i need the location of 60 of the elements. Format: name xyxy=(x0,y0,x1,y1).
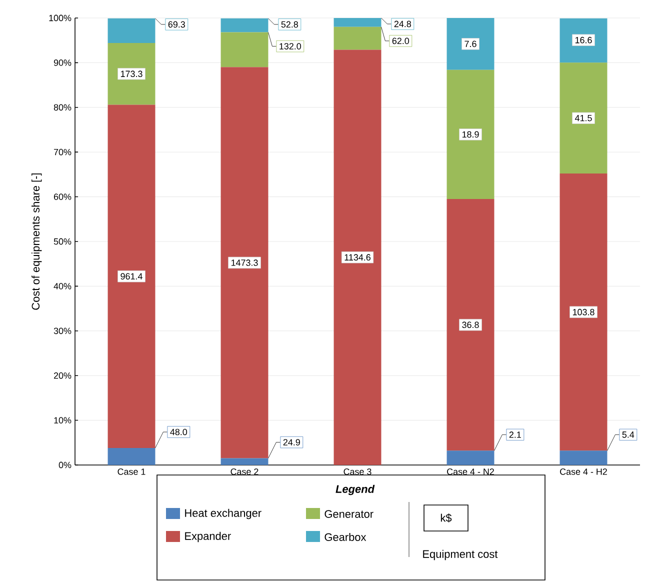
annotation: 24.9 xyxy=(283,439,300,446)
annotation: 36.8 xyxy=(462,322,479,328)
y-tick-label: 30% xyxy=(54,328,72,334)
annotation: 52.8 xyxy=(281,21,298,28)
annotation: 62.0 xyxy=(392,38,410,44)
y-tick-label: 0% xyxy=(58,462,72,468)
annotation: 1134.6 xyxy=(344,254,370,261)
x-tick-label: Case 1 xyxy=(118,468,146,475)
text: k$ xyxy=(440,514,452,522)
bar xyxy=(560,450,608,465)
legend-label: Heat exchanger xyxy=(185,508,262,520)
y-tick-label: 10% xyxy=(54,417,72,424)
y-tick-label: 80% xyxy=(54,104,72,111)
bar xyxy=(108,104,156,448)
bar xyxy=(560,174,608,451)
bar xyxy=(334,18,382,27)
bar xyxy=(446,450,494,465)
bar xyxy=(108,18,156,44)
y-axis-title: Cost of equipments share [-] xyxy=(32,173,42,310)
annotation: 7.6 xyxy=(464,40,476,48)
x-tick-label: Case 4 - H2 xyxy=(560,468,607,475)
y-tick-label: 60% xyxy=(54,194,72,200)
annotation: 69.3 xyxy=(168,21,185,28)
legend-label: Generator xyxy=(324,510,374,518)
annotation: 24.8 xyxy=(394,20,411,28)
bar xyxy=(220,18,268,32)
bar xyxy=(220,458,268,465)
bar xyxy=(220,32,268,68)
x-tick-label: Case 4 - N2 xyxy=(447,468,494,475)
annotation: 18.9 xyxy=(462,131,479,138)
y-tick-label: 20% xyxy=(54,372,72,379)
y-tick-label: 50% xyxy=(54,238,72,245)
text: Equipment cost xyxy=(423,550,498,560)
y-tick-label: 100% xyxy=(49,14,72,22)
bar xyxy=(334,50,382,465)
legend-label: Expander xyxy=(185,532,231,542)
annotation: 5.4 xyxy=(622,432,634,438)
bar xyxy=(220,67,268,458)
annotation: 41.5 xyxy=(574,114,592,122)
bar xyxy=(446,70,494,200)
annotation: 1473.3 xyxy=(231,260,258,266)
bar xyxy=(334,26,382,50)
annotation: 2.1 xyxy=(509,432,521,438)
legend-label: Gearbox xyxy=(324,532,366,542)
legend-title: Legend xyxy=(336,484,375,496)
bar xyxy=(108,448,156,465)
x-tick-label: Case 3 xyxy=(344,468,372,475)
annotation: 132.0 xyxy=(280,43,302,50)
annotation: 103.8 xyxy=(572,308,594,316)
annotation: 173.3 xyxy=(120,70,142,78)
x-tick-label: Case 2 xyxy=(230,468,258,475)
bar xyxy=(446,199,494,451)
bar xyxy=(560,62,608,174)
y-tick-label: 90% xyxy=(54,60,72,66)
annotation: 16.6 xyxy=(575,36,592,44)
annotation: 48.0 xyxy=(170,428,188,436)
y-tick-label: 40% xyxy=(54,283,72,290)
annotation: 961.4 xyxy=(120,273,142,280)
bar xyxy=(446,18,494,70)
y-tick-label: 70% xyxy=(54,148,72,156)
